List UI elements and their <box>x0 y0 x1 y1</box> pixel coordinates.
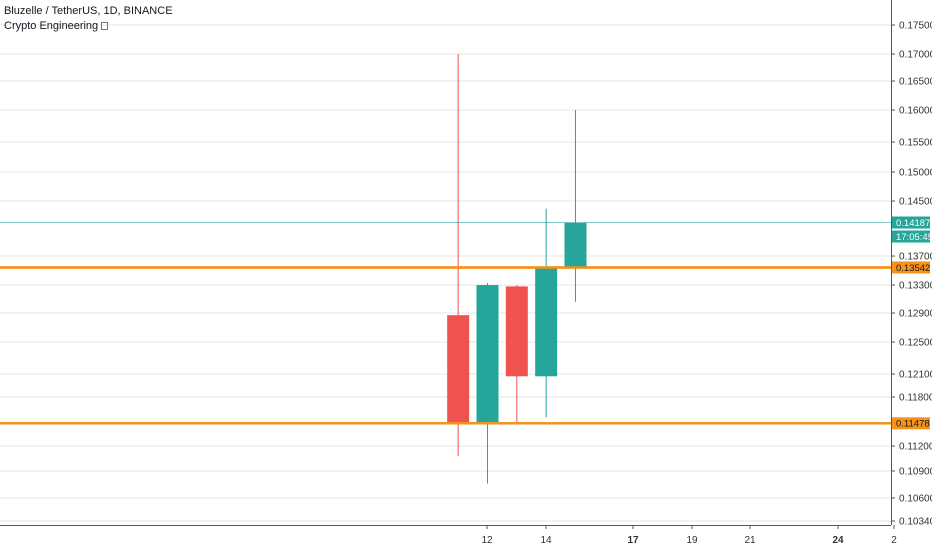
price-tick-label: 0.11800 <box>899 393 932 404</box>
candle-body <box>505 286 528 377</box>
price-tick-label: 0.10900 <box>899 467 932 478</box>
price-tick-label: 0.10600 <box>899 494 932 505</box>
countdown-tag-text: 17:05:45 <box>896 232 932 243</box>
time-tick-label: 21 <box>744 535 756 546</box>
level-price-tag-text: 0.13542 <box>896 263 930 274</box>
price-tick-label: 0.12100 <box>899 370 932 381</box>
time-tick-label: 24 <box>832 535 844 546</box>
chart-header: Bluzelle / TetherUS, 1D, BINANCE Crypto … <box>4 4 173 33</box>
price-tick-label: 0.15500 <box>899 138 932 149</box>
level-price-tag: 0.11478 <box>892 417 930 430</box>
last-price-tag-text: 0.14187 <box>896 218 930 229</box>
candle <box>447 54 470 456</box>
symbol-title[interactable]: Bluzelle / TetherUS, 1D, BINANCE <box>4 5 173 17</box>
last-price-tag-bg <box>892 216 930 229</box>
time-tick-label: 14 <box>540 535 552 546</box>
price-tick-label: 0.16000 <box>899 106 932 117</box>
price-tick-label: 0.17000 <box>899 50 932 61</box>
price-tick-label: 0.12500 <box>899 338 932 349</box>
level-price-tag-text: 0.11478 <box>896 419 930 430</box>
countdown-tag-bg <box>892 230 930 243</box>
level-price-tag-bg <box>892 417 930 430</box>
indicator-name: Crypto Engineering <box>4 20 99 32</box>
price-tick-label: 0.17500 <box>899 21 932 32</box>
time-tick-label: 2 <box>891 535 897 546</box>
price-tick-label: 0.12900 <box>899 309 932 320</box>
price-tick-label: 0.15000 <box>899 168 932 179</box>
price-tick-label: 0.13700 <box>899 252 932 263</box>
time-tick-label: 12 <box>481 535 493 546</box>
price-tick-label: 0.13300 <box>899 281 932 292</box>
level-price-tag: 0.13542 <box>892 261 930 274</box>
time-tick-label: 17 <box>627 535 639 546</box>
candle <box>476 282 499 484</box>
time-tick-label: 19 <box>686 535 698 546</box>
level-price-tag-bg <box>892 261 930 274</box>
candle <box>505 285 528 424</box>
candle-body <box>476 285 499 424</box>
countdown-tag: 17:05:45 <box>892 230 932 243</box>
price-tick-label: 0.11200 <box>899 442 932 453</box>
price-tick-label: 0.10340 <box>899 517 932 528</box>
candle-body <box>535 267 558 377</box>
indicator-visibility-icon[interactable] <box>101 22 109 30</box>
indicator-legend[interactable]: Crypto Engineering <box>4 19 173 33</box>
candle-body <box>447 315 470 424</box>
candle <box>564 110 587 302</box>
candle <box>535 208 558 418</box>
price-tick-label: 0.16500 <box>899 77 932 88</box>
candle-body <box>564 223 587 268</box>
price-tick-label: 0.14500 <box>899 197 932 208</box>
last-price-tag: 0.14187 <box>892 216 930 229</box>
